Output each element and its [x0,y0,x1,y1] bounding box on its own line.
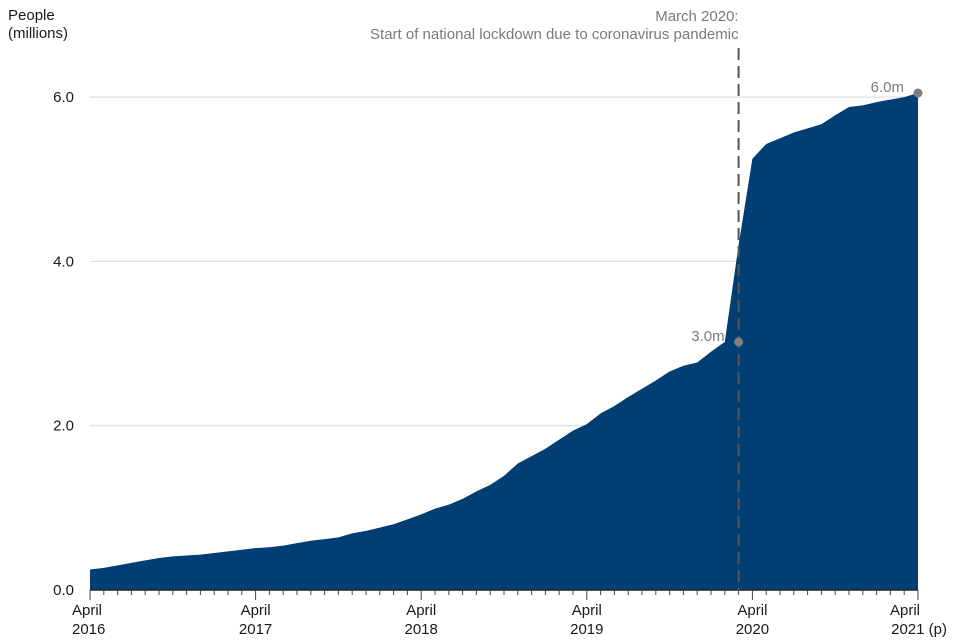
x-tick-label-year: 2019 [570,621,603,638]
x-tick-label-year: 2018 [405,621,438,638]
y-tick-label: 0.0 [53,582,74,599]
x-tick-label-month: April [406,602,436,619]
y-tick-label: 2.0 [53,418,74,435]
lockdown-reference: March 2020:Start of national lockdown du… [370,8,740,590]
x-tick-label-month: April [737,602,767,619]
data-point-marker [734,337,744,347]
data-point-marker [913,88,923,98]
data-point-label: 6.0m [871,79,904,96]
x-tick-label-month: April [72,602,102,619]
x-tick-label-month: April [572,602,602,619]
y-axis-title-line2: (millions) [8,25,68,42]
lockdown-annotation-line2: Start of national lockdown due to corona… [370,26,739,43]
x-tick-label-year: 2021 (p) [891,621,947,638]
area-fill [90,93,918,590]
lockdown-annotation-line1: March 2020: [655,8,738,25]
x-axis: April 2016 April 2017 April 2018 April 2019 Apri… [72,589,947,638]
x-tick-label-month: April [890,602,920,619]
y-tick-label: 6.0 [53,89,74,106]
x-tick-label-year: 2016 [72,621,105,638]
y-tick-label: 4.0 [53,253,74,270]
y-axis-title-line1: People [8,7,55,24]
x-tick-label-year: 2017 [239,621,272,638]
x-tick-label-year: 2020 [736,621,769,638]
point-labels: 3.0m 6.0m [691,79,923,347]
y-axis-title: People (millions) [8,7,68,42]
x-tick-label-month: April [241,602,271,619]
area-series [90,93,918,590]
data-point-label: 3.0m [691,328,724,345]
